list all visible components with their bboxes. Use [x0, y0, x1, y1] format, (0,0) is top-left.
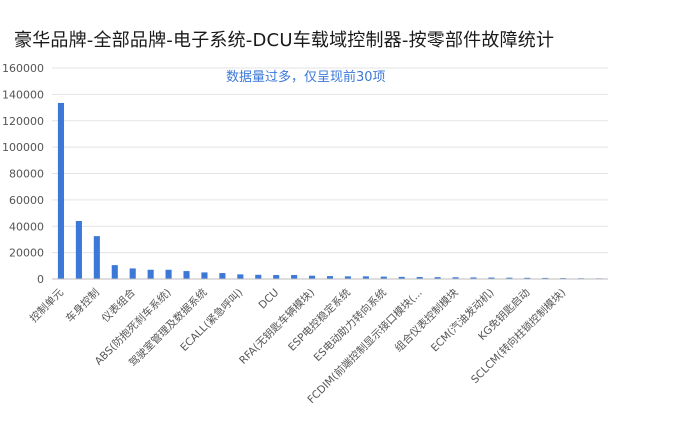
- bar: [237, 274, 244, 279]
- y-tick-label: 40000: [9, 220, 44, 233]
- bar: [326, 276, 334, 279]
- bar: [380, 276, 387, 279]
- bar: [542, 277, 549, 279]
- bar: [165, 269, 172, 279]
- y-tick-label: 120000: [2, 115, 44, 128]
- x-axis-tick-labels: 控制单元车身控制仪表组合ABS(防抱死刹车系统)驾驶室管理及数据系统ECALL(…: [27, 286, 568, 406]
- y-tick-label: 160000: [2, 62, 44, 75]
- bar: [93, 236, 100, 279]
- bar: [219, 273, 226, 279]
- bar: [201, 272, 208, 279]
- bar: [147, 269, 154, 279]
- x-tick-label: DCU: [256, 287, 281, 312]
- bar: [129, 268, 136, 279]
- y-axis-tick-labels: 0 20000 40000 60000 80000 100000 120000 140000 1…: [2, 62, 44, 286]
- x-tick-label: 组合仪表控制模块: [392, 286, 461, 355]
- y-tick-label: 20000: [9, 247, 44, 260]
- bars: [57, 102, 603, 280]
- bar: [416, 277, 423, 279]
- bar: [309, 275, 316, 279]
- bar: [506, 277, 513, 279]
- x-tick-label: 车身控制: [63, 286, 102, 325]
- y-tick-label: 0: [37, 273, 44, 286]
- bar: [255, 274, 262, 279]
- bar: [398, 276, 405, 279]
- bar: [470, 277, 477, 279]
- grid-layer: [52, 67, 608, 254]
- bar: [111, 265, 118, 279]
- bar: [291, 275, 298, 279]
- bar: [183, 271, 190, 279]
- bar: [434, 277, 441, 279]
- y-tick-label: 80000: [9, 168, 44, 181]
- x-tick-label: ECM(汽油发动机): [428, 286, 496, 354]
- x-tick-label: ESP电控稳定系统: [285, 286, 353, 354]
- y-tick-label: 60000: [9, 194, 44, 207]
- x-tick-label: ECALL(紧急呼叫): [178, 286, 246, 354]
- y-tick-label: 140000: [2, 88, 44, 101]
- page-title: 豪华品牌-全部品牌-电子系统-DCU车载域控制器-按零部件故障统计: [14, 30, 555, 51]
- bar: [524, 277, 531, 279]
- y-tick-label: 100000: [2, 141, 44, 154]
- bar: [273, 275, 280, 279]
- bar: [57, 102, 65, 280]
- bar: [452, 277, 459, 279]
- bar: [344, 276, 351, 279]
- bar: [488, 277, 495, 279]
- bar: [362, 276, 369, 279]
- x-tick-label: 控制单元: [27, 286, 66, 325]
- bar: [75, 220, 82, 279]
- chart-annotation: 数据量过多，仅呈现前30项: [226, 69, 386, 85]
